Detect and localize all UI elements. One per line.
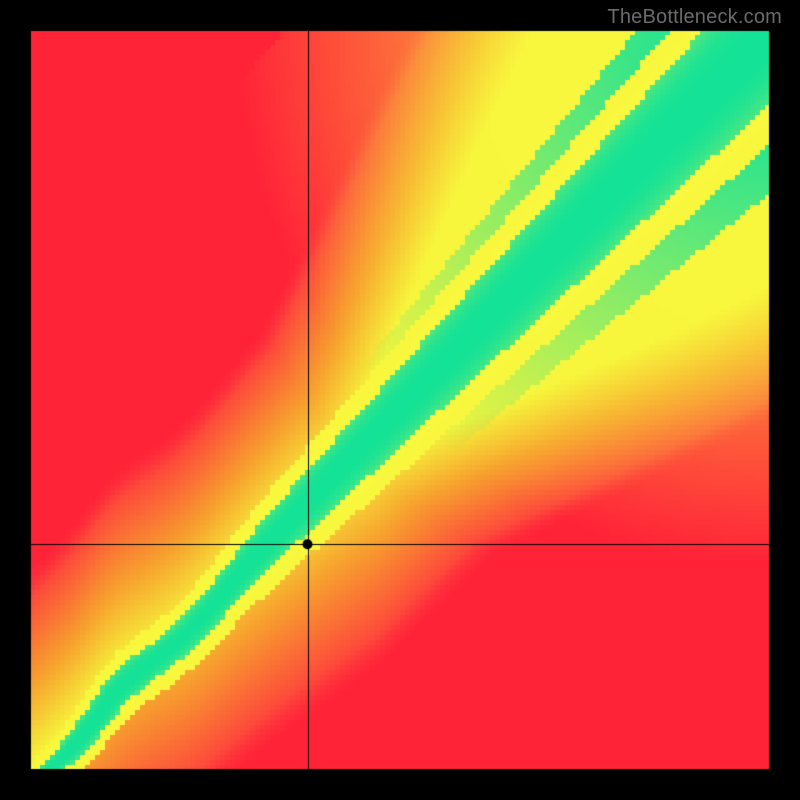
bottleneck-heatmap: [0, 0, 800, 800]
watermark-text: TheBottleneck.com: [607, 6, 782, 29]
chart-container: TheBottleneck.com: [0, 0, 800, 800]
